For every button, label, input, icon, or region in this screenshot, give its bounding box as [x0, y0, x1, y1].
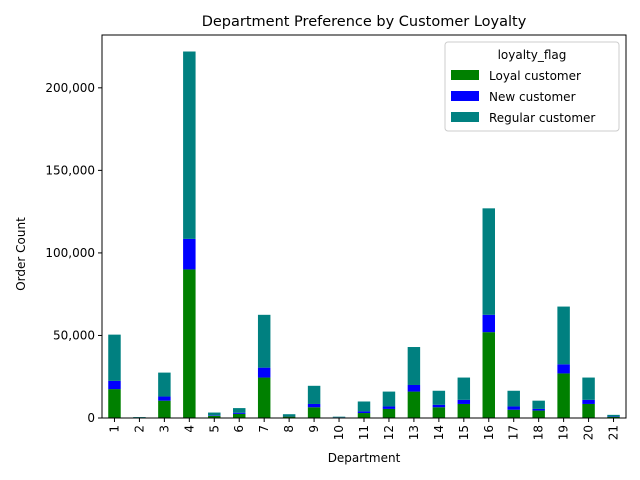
bar-dept-4-series-3 — [183, 51, 196, 239]
bar-dept-4-series-2 — [183, 238, 196, 270]
legend-title: loyalty_flag — [498, 48, 567, 62]
bar-dept-9-series-1 — [307, 407, 321, 418]
x-tick-label: 2 — [132, 425, 146, 433]
bar-dept-13-series-2 — [407, 384, 421, 392]
legend-label-3: Regular customer — [489, 111, 595, 125]
x-tick-label: 10 — [332, 425, 346, 440]
x-tick-label: 16 — [482, 425, 496, 440]
bar-dept-6-series-3 — [233, 408, 246, 413]
bar-dept-15-series-2 — [457, 399, 471, 404]
bar-dept-12-series-3 — [382, 391, 396, 407]
bar-dept-5-series-1 — [208, 415, 221, 418]
x-axis-label: Department — [328, 451, 401, 465]
x-tick-label: 13 — [407, 425, 421, 440]
x-tick-label: 19 — [557, 425, 571, 440]
x-tick-label: 21 — [607, 425, 621, 440]
bar-dept-14-series-3 — [432, 390, 446, 405]
bar-dept-9-series-3 — [307, 385, 321, 404]
bar-dept-11-series-2 — [357, 411, 371, 414]
bar-dept-8-series-1 — [282, 416, 296, 418]
x-tick-label: 12 — [382, 425, 396, 440]
bar-dept-11-series-1 — [357, 413, 371, 418]
bar-dept-15-series-3 — [457, 377, 471, 400]
bar-dept-1-series-1 — [108, 389, 121, 418]
bar-dept-7-series-2 — [257, 367, 271, 378]
legend-box — [444, 41, 620, 132]
chart-title: Department Preference by Customer Loyalt… — [202, 14, 527, 30]
bar-dept-20-series-1 — [582, 403, 595, 418]
x-tick-label: 4 — [182, 425, 196, 433]
bar-dept-7-series-1 — [257, 377, 271, 418]
plot-frame — [101, 34, 627, 419]
x-tick-label: 6 — [232, 425, 246, 433]
x-tick-label: 3 — [157, 425, 171, 433]
bar-dept-5-series-3 — [208, 412, 221, 416]
x-tick-label: 15 — [457, 425, 471, 440]
x-ticks-layer: 1 2 3 4 5 6 7 8 9 10 11 12 13 14 15 16 17 18 19 20 21 — [107, 418, 621, 440]
bar-dept-20-series-2 — [582, 399, 595, 404]
y-tick-label: 100,000 — [45, 246, 95, 260]
bar-dept-1-series-3 — [108, 334, 121, 381]
x-tick-label: 1 — [107, 425, 121, 433]
bar-dept-3-series-3 — [158, 372, 171, 397]
x-tick-label: 20 — [582, 425, 596, 440]
x-tick-label: 11 — [357, 425, 371, 440]
x-tick-label: 5 — [207, 425, 221, 433]
y-axis-label: Order Count — [14, 217, 28, 291]
bar-dept-18-series-2 — [532, 408, 545, 411]
y-tick-label: 0 — [87, 411, 95, 425]
bar-dept-3-series-1 — [158, 400, 171, 418]
bar-dept-19-series-2 — [557, 364, 570, 374]
bar-dept-14-series-2 — [432, 404, 446, 408]
legend: loyalty_flag Loyal customer New customer Re… — [444, 41, 620, 132]
bar-dept-12-series-1 — [382, 408, 396, 418]
bar-dept-17-series-2 — [507, 406, 520, 410]
bar-dept-15-series-1 — [457, 403, 471, 418]
bar-dept-19-series-3 — [557, 306, 570, 365]
bar-dept-16-series-1 — [482, 332, 495, 418]
x-tick-label: 9 — [307, 425, 321, 433]
bar-dept-6-series-1 — [233, 413, 246, 418]
legend-swatch-1 — [451, 70, 479, 80]
bar-dept-16-series-2 — [482, 314, 495, 333]
x-tick-label: 7 — [257, 425, 271, 433]
bar-dept-17-series-1 — [507, 409, 520, 418]
bar-dept-21-series-3 — [607, 414, 620, 417]
y-tick-label: 50,000 — [53, 328, 95, 342]
bar-dept-18-series-1 — [532, 410, 545, 418]
y-tick-label: 200,000 — [45, 81, 95, 95]
bars-layer — [108, 51, 620, 418]
x-tick-label: 8 — [282, 425, 296, 433]
bar-dept-3-series-2 — [158, 396, 171, 401]
bar-dept-1-series-2 — [108, 380, 121, 390]
bar-dept-7-series-3 — [257, 314, 271, 368]
bar-dept-13-series-1 — [407, 391, 421, 418]
legend-label-2: New customer — [489, 90, 576, 104]
legend-swatch-2 — [451, 91, 479, 101]
x-tick-label: 18 — [532, 425, 546, 440]
bar-dept-17-series-3 — [507, 390, 520, 407]
legend-swatch-3 — [451, 112, 479, 122]
bar-dept-9-series-2 — [307, 403, 321, 408]
bar-dept-16-series-3 — [482, 208, 495, 315]
bar-dept-19-series-1 — [557, 373, 570, 418]
bar-dept-12-series-2 — [382, 406, 396, 409]
x-tick-label: 14 — [432, 425, 446, 440]
bar-dept-13-series-3 — [407, 347, 421, 385]
bar-dept-20-series-3 — [582, 377, 595, 400]
bar-dept-14-series-1 — [432, 407, 446, 418]
bar-dept-21-series-1 — [607, 416, 620, 418]
bar-dept-18-series-3 — [532, 400, 545, 409]
bar-dept-4-series-1 — [183, 269, 196, 418]
bar-dept-10-series-3 — [332, 416, 346, 418]
legend-label-1: Loyal customer — [489, 69, 581, 83]
bar-dept-6-series-2 — [233, 412, 246, 414]
y-ticks-layer: 0 50,000 100,000 150,000 200,000 — [45, 81, 102, 425]
y-tick-label: 150,000 — [45, 163, 95, 177]
x-tick-label: 17 — [507, 425, 521, 440]
bar-dept-8-series-3 — [282, 414, 296, 417]
bar-dept-11-series-3 — [357, 401, 371, 412]
